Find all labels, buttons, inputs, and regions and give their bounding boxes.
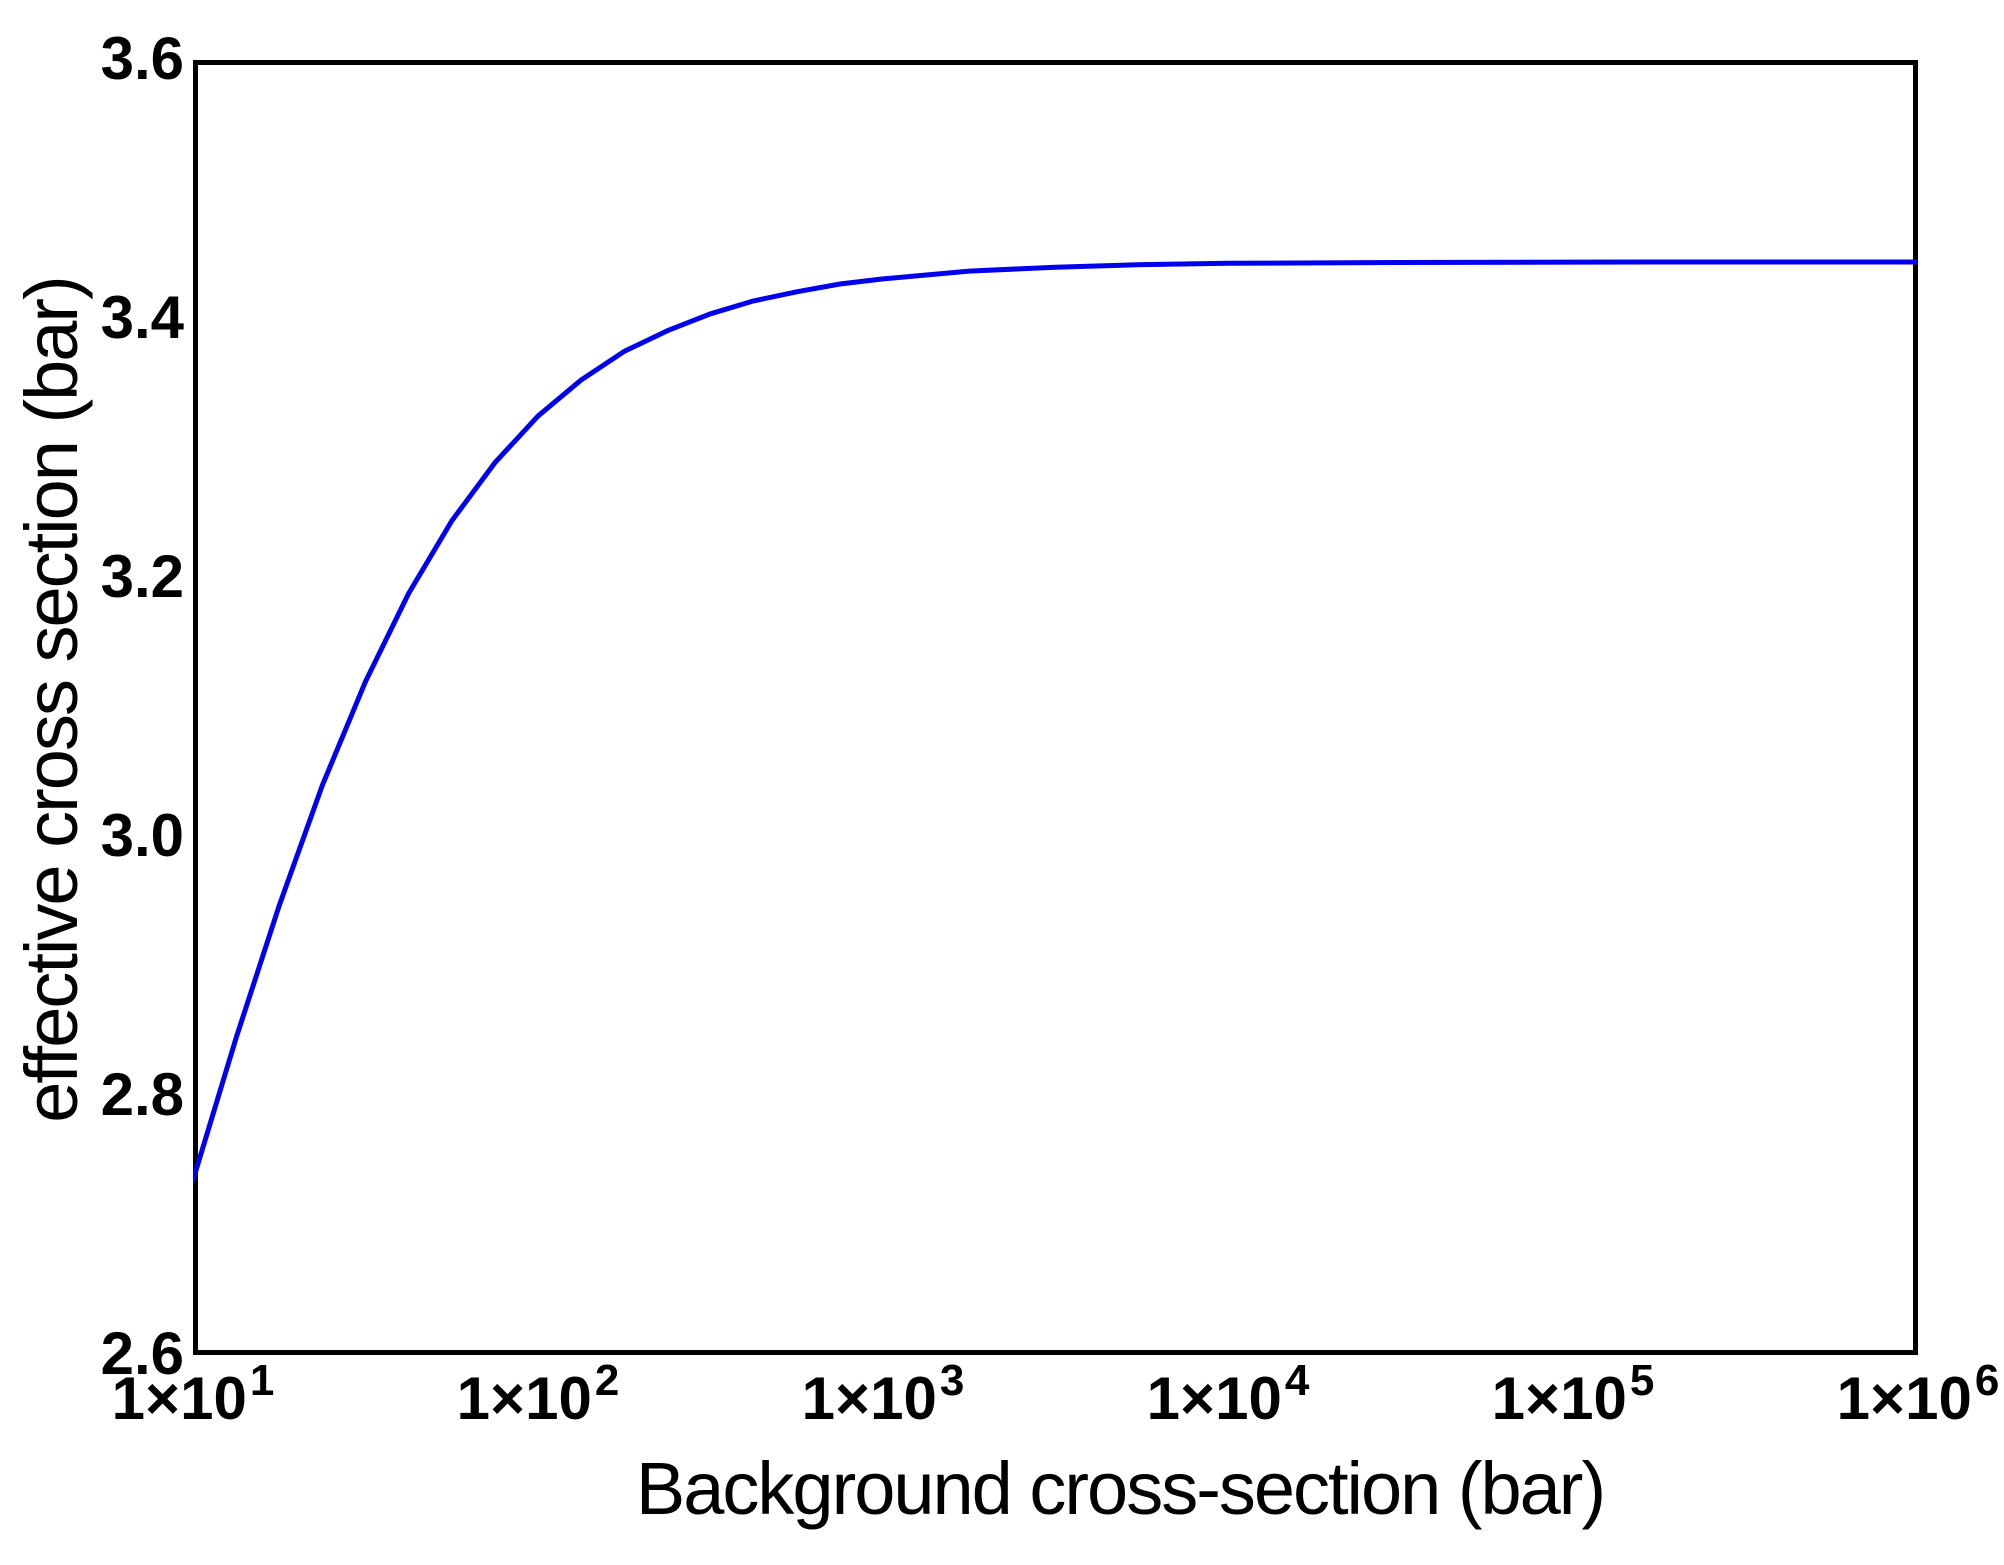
x-tick-label: 1×106: [1837, 1359, 2000, 1429]
y-tick-label: 3.2: [100, 542, 184, 610]
y-tick-label: 2.8: [100, 1060, 184, 1128]
x-tick-exponent: 5: [1629, 1356, 1655, 1405]
x-tick-label: 1×101: [112, 1359, 275, 1429]
x-tick-exponent: 1: [249, 1356, 275, 1405]
x-tick-mantissa: 1×10: [1491, 1365, 1627, 1432]
x-tick-mantissa: 1×10: [1146, 1365, 1282, 1432]
x-tick-exponent: 2: [594, 1356, 620, 1405]
y-tick-label: 2.6: [100, 1319, 184, 1387]
x-tick-exponent: 4: [1284, 1356, 1310, 1405]
x-tick-exponent: 6: [1974, 1356, 2000, 1405]
plot-area: [193, 60, 1918, 1355]
y-tick-label: 3.6: [100, 24, 184, 92]
x-tick-exponent: 3: [939, 1356, 965, 1405]
y-tick-label: 3.0: [100, 801, 184, 869]
data-curve: [193, 259, 1918, 1183]
x-tick-label: 1×105: [1492, 1359, 1655, 1429]
x-tick-label: 1×103: [802, 1359, 965, 1429]
y-axis-title: effective cross section (bar): [10, 277, 93, 1123]
x-tick-label: 1×102: [457, 1359, 620, 1429]
x-axis-title: Background cross-section (bar): [635, 1447, 1606, 1530]
plot-frame: [193, 60, 1918, 1355]
y-tick-label: 3.4: [100, 283, 184, 351]
x-tick-mantissa: 1×10: [456, 1365, 592, 1432]
x-tick-mantissa: 1×10: [111, 1365, 247, 1432]
x-tick-mantissa: 1×10: [1836, 1365, 1972, 1432]
x-tick-label: 1×104: [1147, 1359, 1310, 1429]
x-tick-mantissa: 1×10: [801, 1365, 937, 1432]
